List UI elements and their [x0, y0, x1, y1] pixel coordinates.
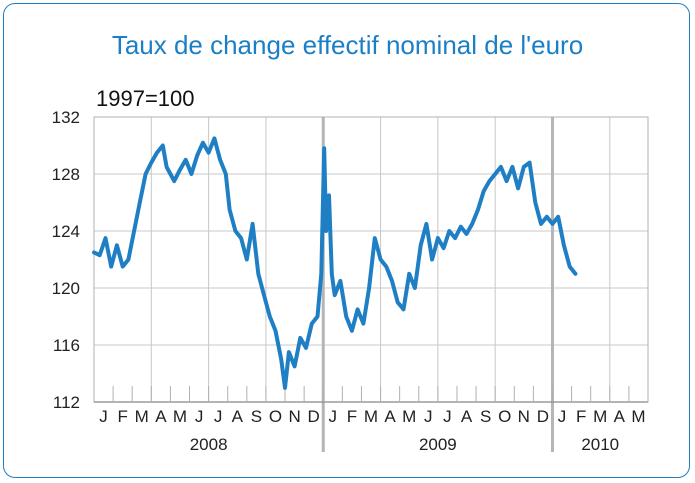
- series-line: [92, 136, 578, 390]
- month-label: J: [329, 407, 338, 426]
- month-label: J: [558, 407, 567, 426]
- month-label: F: [117, 407, 127, 426]
- y-tick-label: 124: [52, 222, 80, 241]
- month-label: A: [461, 407, 473, 426]
- month-label: F: [347, 407, 357, 426]
- month-label: D: [537, 407, 549, 426]
- y-tick-label: 112: [53, 393, 80, 412]
- month-label: J: [99, 407, 108, 426]
- unit-label: 1997=100: [96, 86, 195, 111]
- month-label: S: [251, 407, 262, 426]
- year-label: 2010: [581, 435, 619, 454]
- month-label: M: [631, 407, 645, 426]
- year-label: 2008: [190, 435, 228, 454]
- month-label: A: [614, 407, 626, 426]
- month-label: O: [498, 407, 511, 426]
- month-label: M: [402, 407, 416, 426]
- y-tick-label: 128: [52, 165, 80, 184]
- chart-title: Taux de change effectif nominal de l'eur…: [111, 30, 584, 60]
- month-label: N: [288, 407, 300, 426]
- month-label: F: [576, 407, 586, 426]
- month-label: J: [424, 407, 433, 426]
- y-tick-label: 116: [53, 336, 80, 355]
- year-label: 2009: [419, 435, 457, 454]
- month-label: M: [135, 407, 149, 426]
- month-label: J: [195, 407, 204, 426]
- month-label: J: [443, 407, 452, 426]
- y-tick-label: 120: [52, 279, 80, 298]
- month-label: A: [232, 407, 244, 426]
- month-label: M: [364, 407, 378, 426]
- month-label: D: [308, 407, 320, 426]
- y-tick-label: 132: [52, 108, 80, 127]
- month-label: N: [518, 407, 530, 426]
- month-label: A: [384, 407, 396, 426]
- month-label: S: [480, 407, 491, 426]
- month-label: J: [214, 407, 223, 426]
- month-label: O: [269, 407, 282, 426]
- month-label: M: [173, 407, 187, 426]
- month-label: M: [593, 407, 607, 426]
- chart-frame: [3, 3, 690, 478]
- month-label: A: [155, 407, 167, 426]
